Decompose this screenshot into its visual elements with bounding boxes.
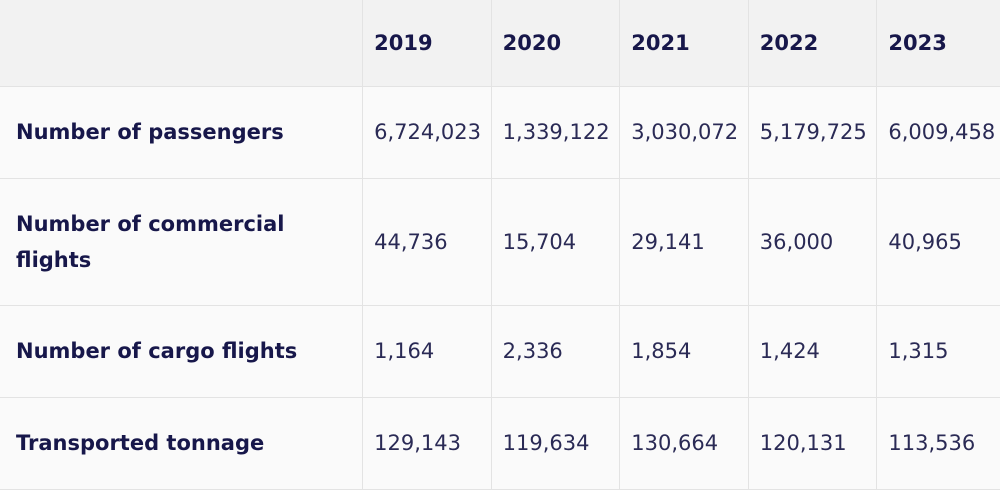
table-cell: 6,009,458 <box>876 85 1000 179</box>
table-cell: 3,030,072 <box>619 85 749 179</box>
table-row-tonnage: Transported tonnage 129,143 119,634 130,… <box>0 396 1000 490</box>
column-header-2023: 2023 <box>876 0 1000 87</box>
table-row-commercial-flights: Number of commercial flights 44,736 15,7… <box>0 177 1000 306</box>
row-label: Number of cargo flights <box>0 304 364 398</box>
table-row-passengers: Number of passengers 6,724,023 1,339,122… <box>0 85 1000 179</box>
table-cell: 1,315 <box>876 304 1000 398</box>
table-cell: 113,536 <box>876 396 1000 490</box>
corner-cell <box>0 0 364 87</box>
table-cell: 36,000 <box>747 177 878 306</box>
table-cell: 130,664 <box>619 396 749 490</box>
header-row: 2019 2020 2021 2022 2023 <box>0 0 1000 87</box>
table-cell: 1,164 <box>362 304 492 398</box>
table-cell: 29,141 <box>619 177 749 306</box>
column-header-2022: 2022 <box>747 0 878 87</box>
column-header-2021: 2021 <box>619 0 749 87</box>
row-label: Number of passengers <box>0 85 364 179</box>
table-cell: 44,736 <box>362 177 492 306</box>
table-row-cargo-flights: Number of cargo flights 1,164 2,336 1,85… <box>0 304 1000 398</box>
table-cell: 40,965 <box>876 177 1000 306</box>
table-cell: 6,724,023 <box>362 85 492 179</box>
row-label: Transported tonnage <box>0 396 364 490</box>
table-cell: 2,336 <box>490 304 621 398</box>
table-cell: 1,339,122 <box>490 85 621 179</box>
table-cell: 5,179,725 <box>747 85 878 179</box>
column-header-2020: 2020 <box>490 0 621 87</box>
table-cell: 15,704 <box>490 177 621 306</box>
column-header-2019: 2019 <box>362 0 492 87</box>
table-cell: 1,854 <box>619 304 749 398</box>
table-cell: 1,424 <box>747 304 878 398</box>
table-cell: 119,634 <box>490 396 621 490</box>
table-cell: 129,143 <box>362 396 492 490</box>
table-cell: 120,131 <box>747 396 878 490</box>
row-label: Number of commercial flights <box>0 177 364 306</box>
